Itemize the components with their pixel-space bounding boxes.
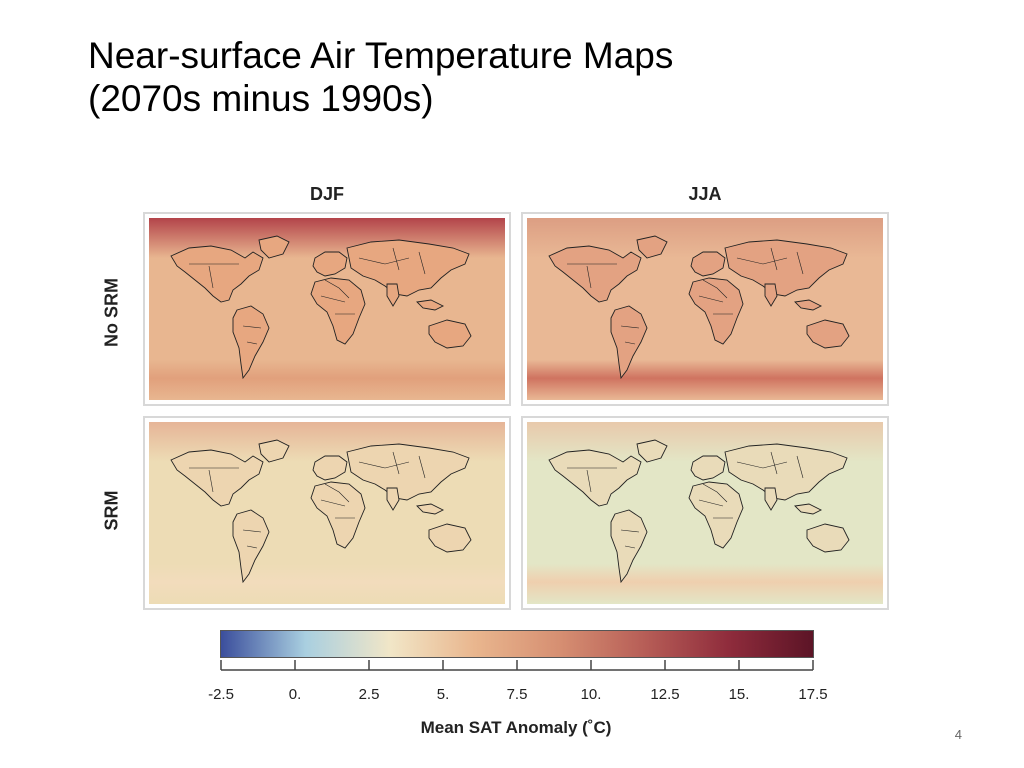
continent-outline: [636, 439, 668, 463]
continent-outline: [258, 235, 290, 259]
continent-outline: [688, 277, 744, 345]
continent-outline: [170, 245, 264, 303]
map-panel-no-srm-jja: [521, 212, 889, 406]
continent-outline: [310, 277, 366, 345]
continent-outline: [724, 239, 848, 297]
continent-outline: [312, 251, 348, 277]
country-border: [586, 265, 592, 289]
title-line-1: Near-surface Air Temperature Maps: [88, 35, 674, 76]
map-panel-srm-jja: [521, 416, 889, 610]
continent-outline: [610, 305, 648, 380]
country-border: [242, 325, 262, 329]
country-border: [620, 325, 640, 329]
country-border: [418, 251, 426, 275]
country-border: [796, 251, 804, 275]
country-border: [358, 461, 410, 469]
country-border: [770, 247, 778, 271]
country-border: [702, 483, 728, 503]
country-border: [586, 469, 592, 493]
column-label-jja: JJA: [688, 184, 722, 204]
country-border: [320, 499, 346, 507]
column-label-djf: DJF: [309, 184, 344, 204]
continent-outline: [428, 523, 472, 553]
map-panel-no-srm-djf: [143, 212, 511, 406]
continent-outline: [724, 443, 848, 501]
colorbar-tick-label: 12.5: [650, 686, 680, 703]
country-border: [358, 257, 410, 265]
continent-outline: [258, 439, 290, 463]
continent-outline: [312, 455, 348, 481]
country-border: [324, 279, 350, 299]
country-border: [620, 529, 640, 533]
continent-outline: [310, 481, 366, 549]
continent-outline: [416, 299, 445, 311]
country-border: [208, 265, 214, 289]
colorbar-tick-label: 10.: [580, 686, 602, 703]
country-border: [246, 341, 258, 345]
continent-outline: [794, 299, 823, 311]
continent-outline: [806, 523, 850, 553]
country-border: [736, 461, 788, 469]
colorbar-tick-label: 5.: [436, 686, 450, 703]
country-border: [698, 499, 724, 507]
country-border: [242, 529, 262, 533]
continent-outline: [548, 449, 642, 507]
continent-outline: [690, 455, 726, 481]
colorbar-tick-label: 15.: [728, 686, 750, 703]
country-border: [698, 295, 724, 303]
slide-title: Near-surface Air Temperature Maps (2070s…: [88, 34, 673, 120]
continent-outline: [232, 305, 270, 380]
country-border: [324, 483, 350, 503]
country-border: [736, 257, 788, 265]
country-border: [702, 279, 728, 299]
continent-outline: [232, 509, 270, 584]
country-border: [796, 455, 804, 479]
map-panel-srm-djf: [143, 416, 511, 610]
continent-outline: [764, 283, 778, 307]
country-border: [320, 295, 346, 303]
continent-outline: [386, 487, 400, 511]
page-number: 4: [954, 727, 962, 742]
colorbar-tick-label: 7.5: [506, 686, 528, 703]
colorbar-tick-label: 2.5: [358, 686, 380, 703]
country-border: [624, 545, 636, 549]
continent-outline: [688, 481, 744, 549]
country-border: [392, 247, 400, 271]
country-border: [770, 451, 778, 475]
continent-outline: [636, 235, 668, 259]
country-border: [392, 451, 400, 475]
continent-outline: [690, 251, 726, 277]
row-label-srm: SRM: [101, 490, 122, 531]
continent-outline: [764, 487, 778, 511]
country-border: [208, 469, 214, 493]
colorbar-tick-label: -2.5: [208, 686, 234, 703]
continent-outline: [794, 503, 823, 515]
continent-outline: [386, 283, 400, 307]
continent-outline: [346, 443, 470, 501]
continent-outline: [610, 509, 648, 584]
row-label-no-srm: No SRM: [101, 278, 122, 347]
continent-outline: [548, 245, 642, 303]
colorbar-tick-label: 0.: [288, 686, 302, 703]
colorbar: [220, 630, 814, 658]
continent-outline: [170, 449, 264, 507]
continent-outline: [806, 319, 850, 349]
colorbar-ticks: [220, 660, 814, 671]
continent-outline: [416, 503, 445, 515]
continent-outline: [346, 239, 470, 297]
title-line-2: (2070s minus 1990s): [88, 78, 434, 119]
country-border: [418, 455, 426, 479]
colorbar-tick-label: 17.5: [798, 686, 828, 703]
continent-outline: [428, 319, 472, 349]
colorbar-label: Mean SAT Anomaly (˚C): [420, 718, 612, 737]
country-border: [246, 545, 258, 549]
country-border: [624, 341, 636, 345]
